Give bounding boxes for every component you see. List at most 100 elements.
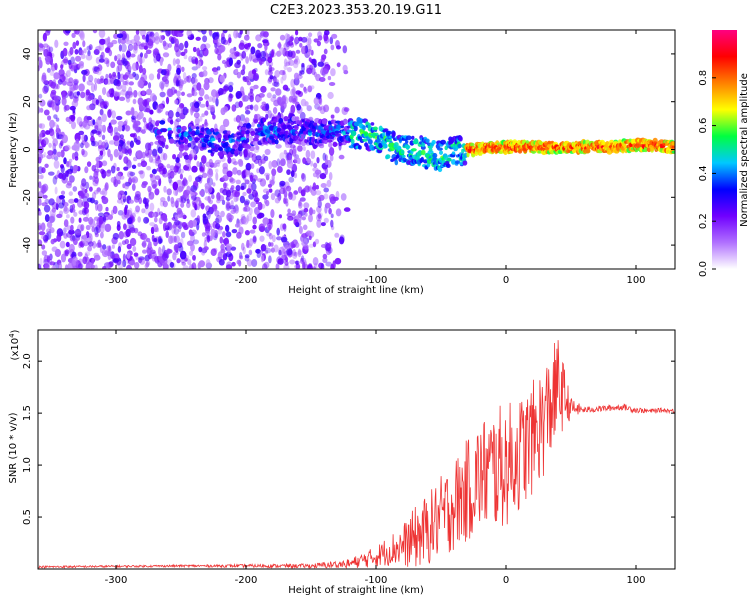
heatmap-cell bbox=[328, 82, 336, 86]
heatmap-cell bbox=[88, 216, 94, 225]
heatmap-cell bbox=[323, 193, 329, 200]
heatmap-cell bbox=[243, 199, 250, 206]
heatmap-cell bbox=[235, 115, 241, 123]
heatmap-cell bbox=[271, 160, 278, 168]
heatmap-cell bbox=[124, 72, 130, 78]
heatmap-cell bbox=[242, 64, 246, 71]
heatmap-cell bbox=[309, 120, 315, 124]
heatmap-cell bbox=[77, 190, 84, 197]
heatmap-cell bbox=[54, 39, 59, 48]
heatmap-cell bbox=[137, 162, 142, 167]
heatmap-cell bbox=[97, 203, 103, 212]
heatmap-cell bbox=[255, 34, 262, 42]
heatmap-cell bbox=[70, 216, 75, 224]
heatmap-cell bbox=[175, 157, 180, 163]
heatmap-cell bbox=[60, 190, 66, 195]
heatmap-cell bbox=[401, 154, 406, 158]
heatmap-cell bbox=[230, 200, 234, 207]
heatmap-cell bbox=[277, 166, 283, 173]
heatmap-cell bbox=[252, 174, 258, 181]
heatmap-cell bbox=[321, 54, 327, 60]
heatmap-cell bbox=[228, 37, 232, 44]
heatmap-cell bbox=[77, 263, 83, 269]
heatmap-cell bbox=[57, 173, 64, 179]
heatmap-cell bbox=[208, 96, 213, 102]
heatmap-cell bbox=[64, 249, 70, 255]
heatmap-cell bbox=[236, 59, 241, 65]
heatmap-cell bbox=[309, 207, 313, 216]
heatmap-cell bbox=[303, 202, 310, 209]
heatmap-cell bbox=[227, 130, 231, 135]
heatmap-cell bbox=[145, 107, 151, 113]
heatmap-cell bbox=[96, 160, 100, 169]
heatmap-cell bbox=[133, 110, 139, 120]
heatmap-cell bbox=[214, 42, 218, 49]
heatmap-cell bbox=[148, 241, 152, 248]
heatmap-cell bbox=[302, 146, 306, 151]
heatmap-cell bbox=[123, 223, 127, 230]
heatmap-cell bbox=[333, 119, 337, 126]
heatmap-cell bbox=[105, 261, 110, 269]
heatmap-cell bbox=[133, 252, 139, 257]
heatmap-cell bbox=[180, 250, 187, 260]
heatmap-cell bbox=[119, 134, 125, 140]
heatmap-cell bbox=[282, 70, 286, 76]
heatmap-cell bbox=[48, 128, 55, 137]
heatmap-cell bbox=[278, 47, 285, 55]
heatmap-cell bbox=[179, 103, 185, 109]
heatmap-cell bbox=[252, 235, 257, 244]
heatmap-cell bbox=[116, 220, 121, 228]
heatmap-cell bbox=[198, 246, 203, 253]
heatmap-cell bbox=[252, 137, 259, 143]
heatmap-cell bbox=[321, 118, 328, 125]
top-x-axis-label: Height of straight line (km) bbox=[288, 285, 424, 296]
heatmap-cell bbox=[244, 200, 250, 207]
heatmap-cell bbox=[181, 91, 185, 97]
heatmap-cell bbox=[311, 58, 317, 66]
heatmap-cell bbox=[293, 61, 299, 69]
heatmap-cell bbox=[249, 135, 254, 142]
heatmap-cell bbox=[218, 87, 224, 96]
heatmap-cell bbox=[53, 114, 58, 119]
heatmap-cell bbox=[44, 198, 50, 204]
heatmap-cell bbox=[168, 235, 174, 244]
heatmap-cell bbox=[161, 128, 168, 133]
heatmap-cell bbox=[301, 62, 305, 68]
heatmap-cell bbox=[178, 168, 184, 174]
heatmap-cell bbox=[162, 52, 170, 58]
heatmap-cell bbox=[102, 87, 107, 96]
heatmap-cell bbox=[252, 216, 257, 225]
heatmap-cell bbox=[204, 110, 209, 116]
heatmap-cell bbox=[123, 166, 129, 171]
heatmap-cell bbox=[192, 91, 198, 97]
heatmap-cell bbox=[271, 49, 275, 58]
heatmap-cell bbox=[250, 46, 256, 55]
heatmap-cell bbox=[314, 169, 322, 175]
y-tick-label: 0.5 bbox=[22, 509, 33, 525]
heatmap-cell bbox=[216, 162, 220, 167]
heatmap-cell bbox=[84, 166, 89, 174]
heatmap-cell bbox=[313, 38, 319, 43]
top-x-axis: -300 -200 -100 0 100 bbox=[105, 30, 646, 286]
heatmap-cell bbox=[60, 253, 67, 263]
heatmap-cell bbox=[225, 251, 232, 258]
heatmap-cell bbox=[240, 216, 247, 225]
heatmap-cell bbox=[44, 163, 49, 168]
heatmap-cell bbox=[110, 165, 116, 174]
heatmap-cell bbox=[133, 34, 140, 43]
heatmap-cell bbox=[313, 97, 320, 105]
heatmap-cell bbox=[100, 231, 104, 239]
heatmap-cell bbox=[123, 156, 129, 164]
heatmap-cell bbox=[253, 145, 260, 153]
heatmap-cell bbox=[299, 197, 306, 202]
heatmap-cell bbox=[154, 36, 160, 45]
heatmap-cell bbox=[271, 168, 277, 177]
heatmap-cell bbox=[107, 42, 114, 48]
heatmap-cell bbox=[187, 142, 192, 148]
heatmap-cell bbox=[241, 170, 246, 179]
heatmap-cell bbox=[405, 144, 411, 150]
heatmap-cell bbox=[63, 206, 70, 214]
heatmap-cell bbox=[302, 261, 306, 269]
heatmap-cell bbox=[305, 149, 311, 159]
heatmap-cell bbox=[194, 117, 200, 126]
